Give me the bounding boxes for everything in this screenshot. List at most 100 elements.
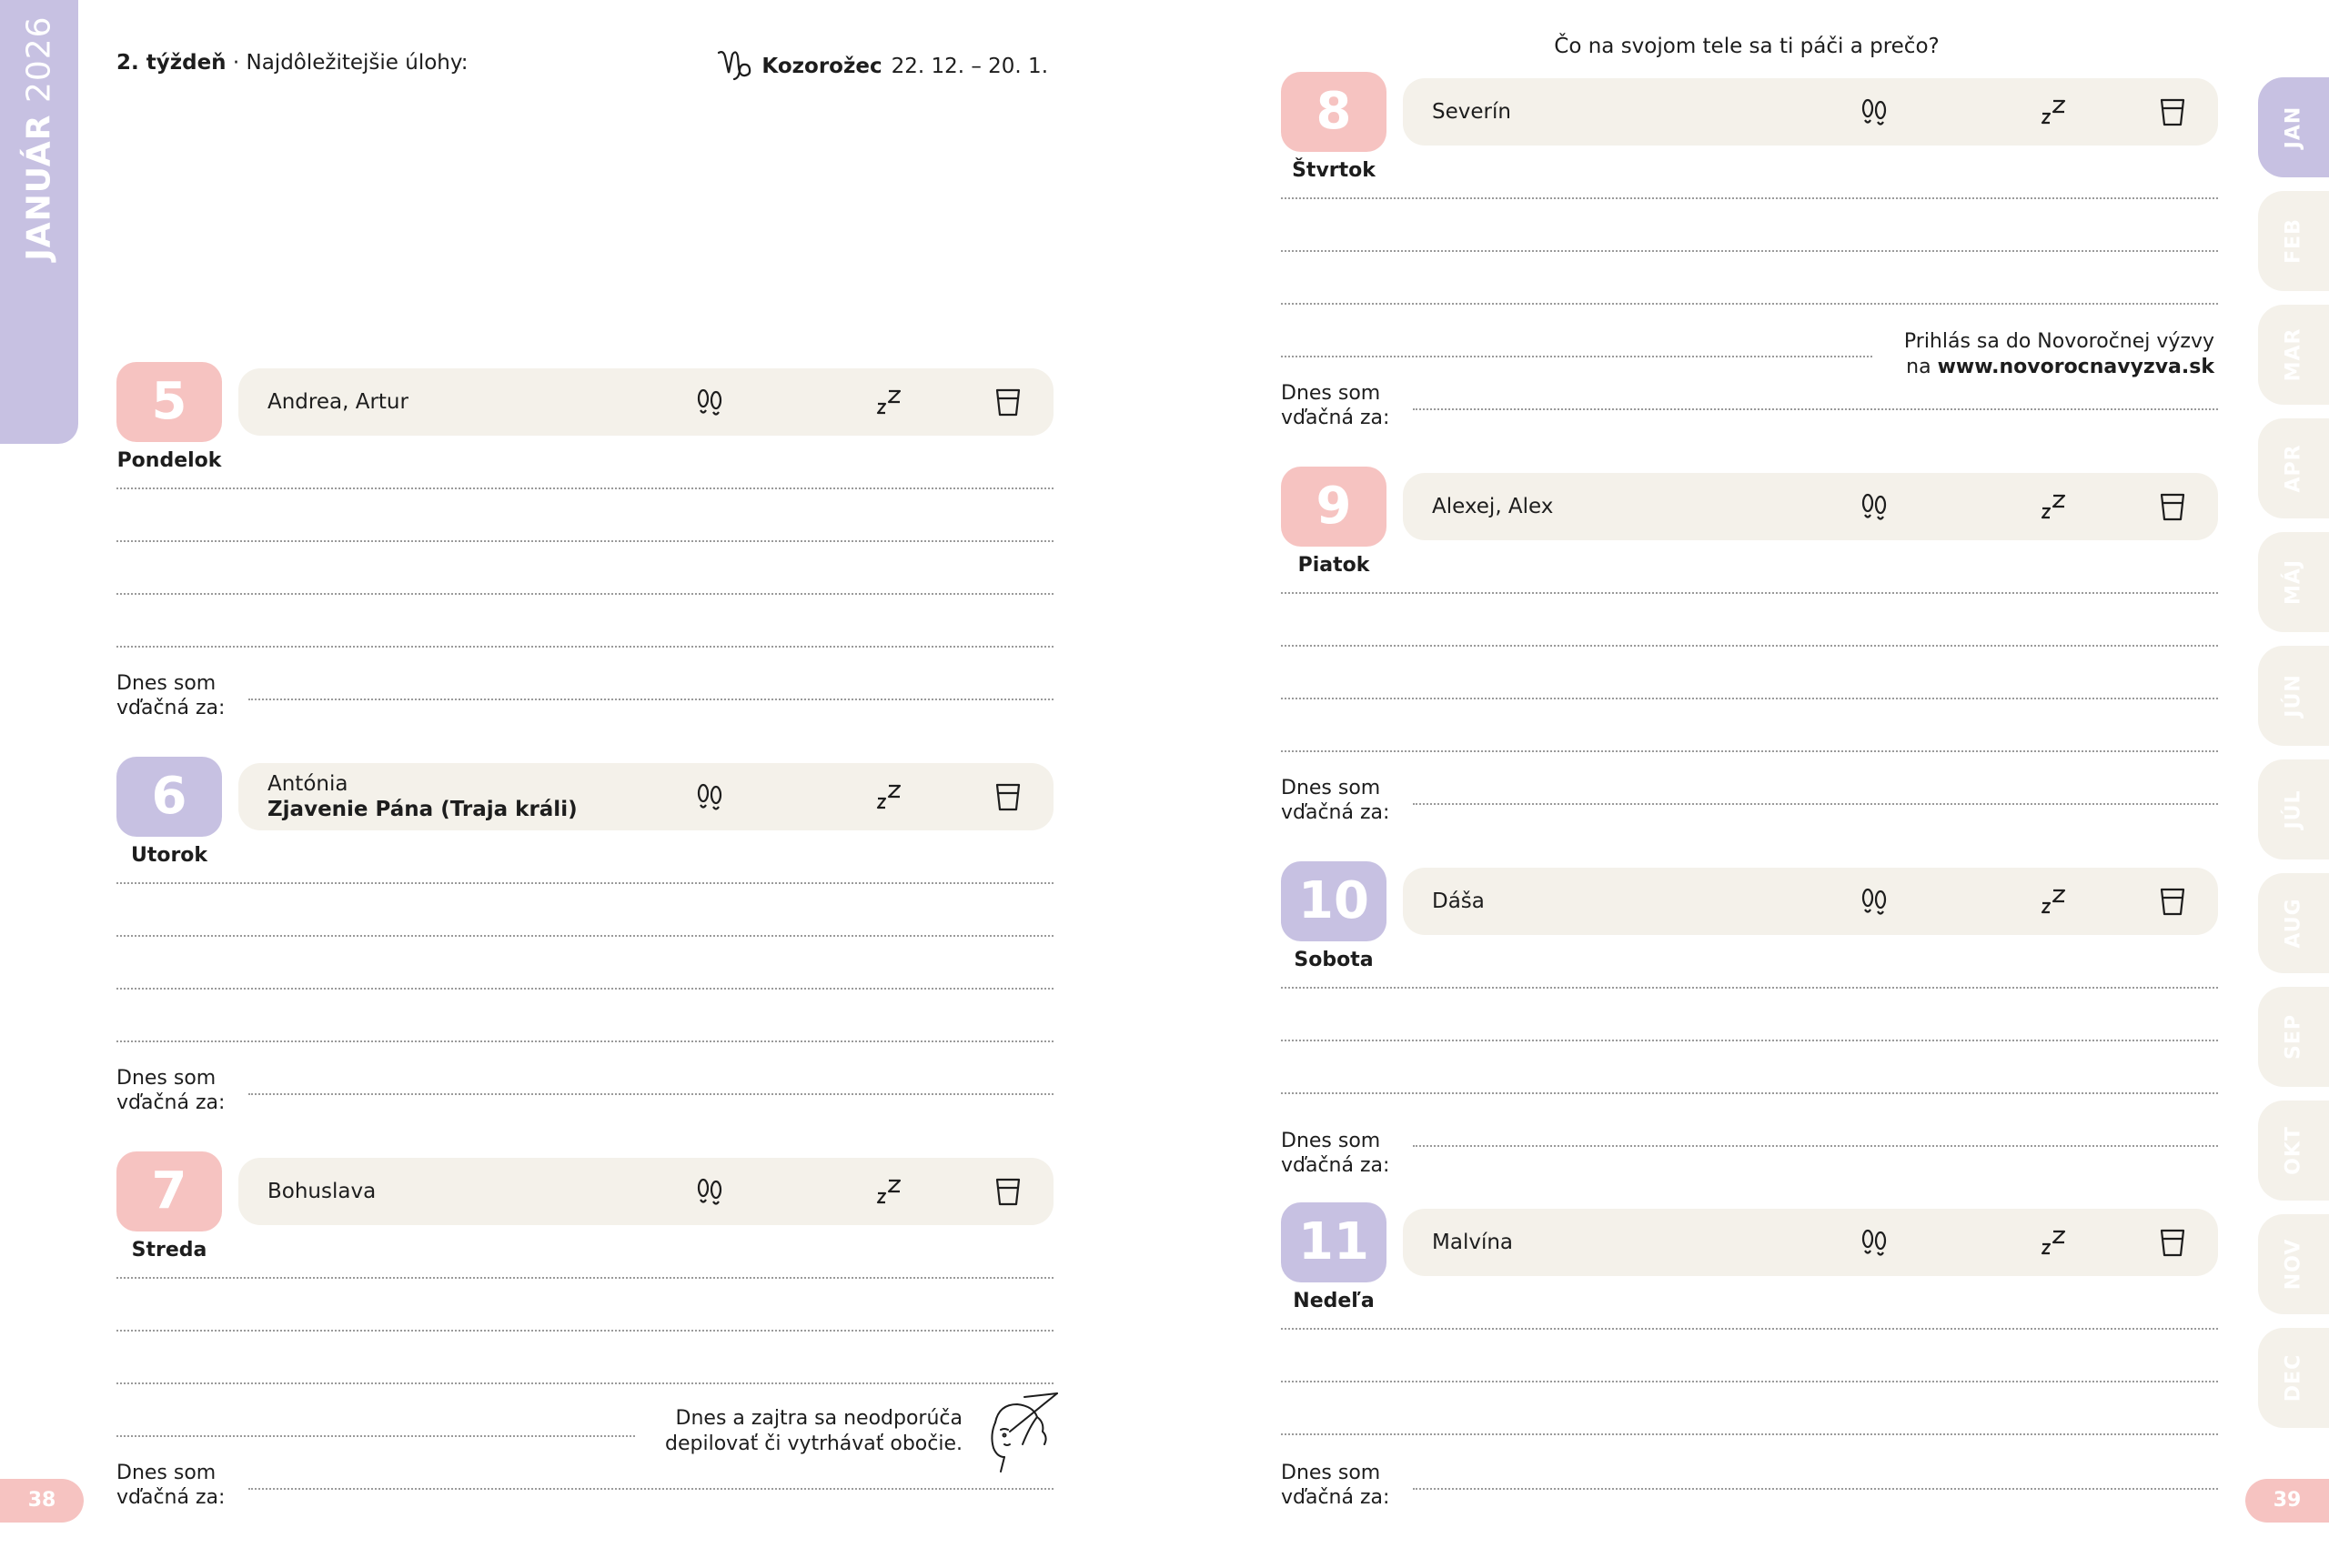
- writing-line[interactable]: [116, 1435, 635, 1437]
- footprints-icon: [693, 386, 726, 418]
- gratitude-line[interactable]: [1413, 1145, 2218, 1147]
- tab-sep[interactable]: SEP: [2258, 987, 2329, 1087]
- tab-label: JÚN: [2282, 674, 2305, 718]
- footprints-icon: [1858, 885, 1890, 918]
- sleep-icon: [872, 386, 905, 418]
- gratitude-line[interactable]: [248, 699, 1054, 700]
- name-day-names: Alexej, Alex: [1432, 495, 1554, 518]
- zodiac-name: Kozorožec: [761, 55, 882, 78]
- writing-line[interactable]: [1281, 1328, 2218, 1330]
- tab-jul[interactable]: JÚL: [2258, 759, 2329, 859]
- tab-apr[interactable]: APR: [2258, 418, 2329, 518]
- promo-line1: Prihlás sa do Novoročnej výzvy: [1903, 330, 2214, 353]
- footprints-icon: [693, 1175, 726, 1208]
- gratitude-label-line1: Dnes som: [1281, 777, 1381, 799]
- gratitude-line[interactable]: [1413, 1488, 2218, 1490]
- gratitude-label-line2: vďačná za:: [116, 1486, 226, 1509]
- gratitude-line[interactable]: [1413, 408, 2218, 410]
- name-day: Alexej, Alex: [1432, 473, 1553, 540]
- writing-line[interactable]: [116, 593, 1054, 595]
- gratitude-line[interactable]: [248, 1488, 1054, 1490]
- gratitude-line[interactable]: [1413, 803, 2218, 805]
- writing-line[interactable]: [1281, 1040, 2218, 1041]
- gratitude-line[interactable]: [248, 1093, 1054, 1095]
- left-page: JANUÁR 2026 2. týždeň · Najdôležitejšie …: [0, 0, 1164, 1568]
- tab-label: JÚL: [2282, 789, 2305, 829]
- footprints-icon: [1858, 490, 1890, 523]
- writing-line[interactable]: [116, 646, 1054, 648]
- zodiac-dates: 22. 12. – 20. 1.: [891, 55, 1048, 78]
- gratitude-label: Dnes som vďačná za:: [1281, 1129, 1389, 1178]
- name-day-names: Malvína: [1432, 1231, 1514, 1254]
- gratitude-label-line2: vďačná za:: [1281, 1154, 1390, 1177]
- tasks-label: Najdôležitejšie úlohy:: [246, 51, 469, 75]
- writing-line[interactable]: [116, 1330, 1054, 1332]
- tab-dec[interactable]: DEC: [2258, 1328, 2329, 1428]
- day-info-bar: Andrea, Artur: [238, 368, 1054, 436]
- tab-maj[interactable]: MÁJ: [2258, 532, 2329, 632]
- tab-okt[interactable]: OKT: [2258, 1101, 2329, 1201]
- tab-nov[interactable]: NOV: [2258, 1214, 2329, 1314]
- weekday-label: Nedeľa: [1293, 1290, 1375, 1312]
- holiday-label: Zjavenie Pána (Traja králi): [267, 798, 578, 821]
- weekly-question: Čo na svojom tele sa ti páči a prečo?: [1554, 35, 1940, 58]
- promo-line2: na www.novorocnavyzva.sk: [1904, 355, 2214, 380]
- writing-line[interactable]: [1281, 698, 2218, 699]
- writing-line[interactable]: [116, 1277, 1054, 1279]
- writing-line[interactable]: [1281, 1433, 2218, 1435]
- writing-line[interactable]: [1281, 645, 2218, 647]
- writing-line[interactable]: [116, 882, 1054, 884]
- tab-jun[interactable]: JÚN: [2258, 646, 2329, 746]
- writing-line[interactable]: [1281, 250, 2218, 252]
- tab-label: OKT: [2282, 1126, 2305, 1175]
- writing-line[interactable]: [1281, 592, 2218, 594]
- tab-label: JAN: [2282, 106, 2305, 149]
- name-day: Bohuslava: [267, 1158, 376, 1225]
- tab-label: AUG: [2282, 898, 2305, 949]
- writing-line[interactable]: [116, 1382, 1054, 1384]
- writing-line[interactable]: [116, 487, 1054, 489]
- page-number: 39: [2245, 1479, 2329, 1523]
- gratitude-label-line2: vďačná za:: [1281, 407, 1390, 429]
- gratitude-label-line1: Dnes som: [116, 1067, 217, 1090]
- date-number: 11: [1281, 1202, 1386, 1282]
- writing-line[interactable]: [116, 540, 1054, 542]
- weekday-label: Utorok: [130, 844, 208, 867]
- year: 2026: [20, 15, 58, 104]
- page-number: 38: [0, 1479, 84, 1523]
- sleep-icon: [872, 1175, 905, 1208]
- tab-feb[interactable]: FEB: [2258, 191, 2329, 291]
- water-cup-icon: [2156, 95, 2189, 128]
- writing-line[interactable]: [1281, 197, 2218, 199]
- zodiac-header: Kozorožec 22. 12. – 20. 1.: [716, 45, 1048, 87]
- writing-line[interactable]: [1281, 303, 2218, 305]
- promo-url[interactable]: www.novorocnavyzva.sk: [1937, 356, 2214, 378]
- tip-note: Dnes a zajtra sa neodporúča depilovať či…: [665, 1406, 963, 1457]
- date-number: 9: [1281, 467, 1386, 547]
- writing-line[interactable]: [116, 988, 1054, 990]
- writing-line[interactable]: [1281, 987, 2218, 989]
- name-day-names: Antónia: [267, 772, 348, 796]
- name-day-names: Andrea, Artur: [267, 390, 408, 414]
- writing-line[interactable]: [1281, 1381, 2218, 1382]
- sleep-icon: [2037, 95, 2070, 128]
- right-page: Čo na svojom tele sa ti páči a prečo? 8 …: [1164, 0, 2329, 1568]
- gratitude-label: Dnes som vďačná za:: [1281, 381, 1389, 430]
- month-ribbon-label: JANUÁR 2026: [21, 15, 58, 260]
- gratitude-label-line1: Dnes som: [116, 1462, 217, 1484]
- writing-line[interactable]: [1281, 750, 2218, 752]
- writing-line[interactable]: [116, 935, 1054, 937]
- writing-line[interactable]: [116, 1040, 1054, 1042]
- tab-jan[interactable]: JAN: [2258, 77, 2329, 177]
- weekday-label: Štvrtok: [1292, 159, 1376, 182]
- tab-label: MÁJ: [2282, 558, 2305, 606]
- date-number: 7: [116, 1151, 222, 1231]
- gratitude-label-line2: vďačná za:: [116, 697, 226, 719]
- writing-line[interactable]: [1281, 356, 1872, 357]
- tab-mar[interactable]: MAR: [2258, 305, 2329, 405]
- tab-aug[interactable]: AUG: [2258, 873, 2329, 973]
- gratitude-label: Dnes som vďačná za:: [116, 671, 225, 720]
- writing-line[interactable]: [1281, 1092, 2218, 1094]
- sleep-icon: [2037, 885, 2070, 918]
- tip-line2: depilovať či vytrhávať obočie.: [665, 1432, 963, 1455]
